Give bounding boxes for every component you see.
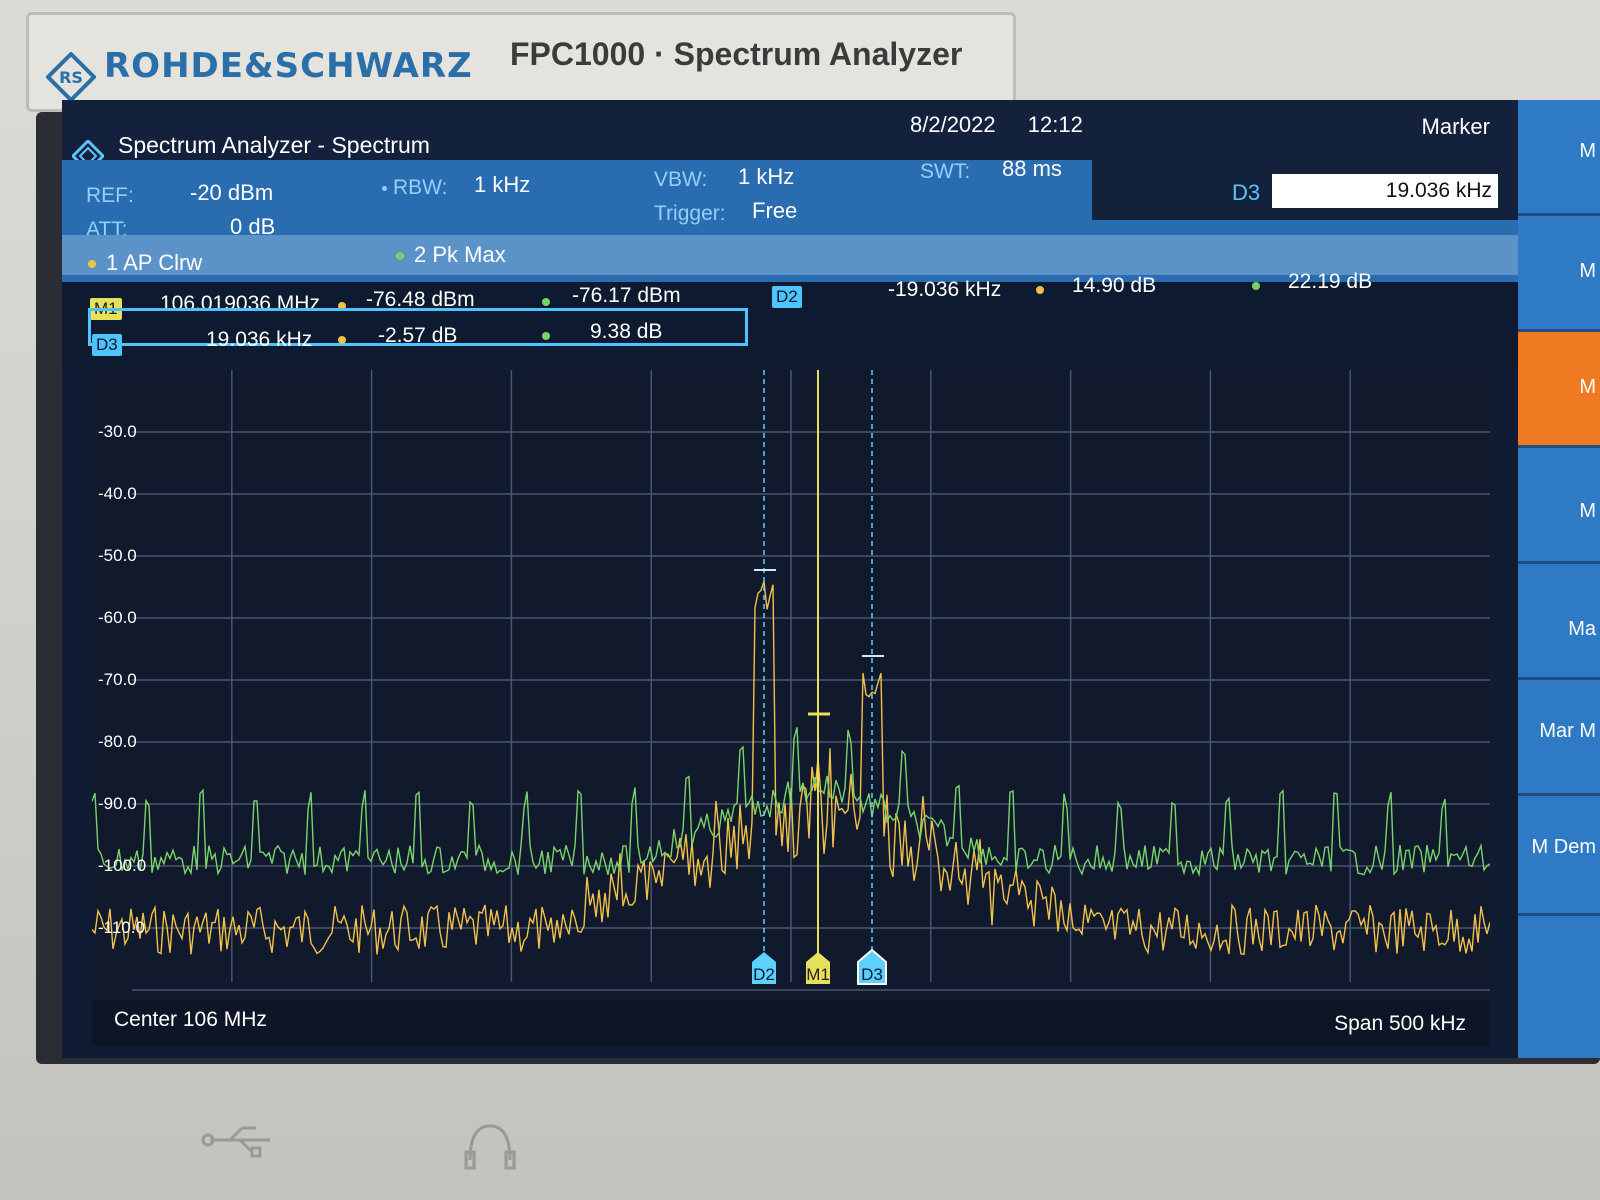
d3-input-label: D3 xyxy=(1232,180,1261,205)
m1-trace1-value: -76.48 dBm xyxy=(366,288,475,311)
m1-trace2-value: -76.17 dBm xyxy=(572,284,681,307)
trace-2-line xyxy=(91,727,1491,877)
y-tick-label: -60.0 xyxy=(98,608,137,627)
trace-1-line xyxy=(91,581,1491,956)
m1-trace2-dot-icon xyxy=(542,298,550,306)
y-tick-label: -30.0 xyxy=(98,422,137,441)
marker-lines xyxy=(754,370,884,982)
softkey-2[interactable]: M xyxy=(1518,216,1600,332)
y-tick-label: -70.0 xyxy=(98,670,137,689)
trace-1-ap-clrw xyxy=(91,581,1491,956)
d3-row-highlight[interactable] xyxy=(88,308,748,346)
svg-text:RS: RS xyxy=(59,68,83,87)
rbw-label: RBW: xyxy=(382,176,447,200)
center-frequency[interactable]: Center 106 MHz xyxy=(114,1008,267,1031)
vbw-label: VBW: xyxy=(654,168,708,191)
plot-footer: Center 106 MHz Span 500 kHz xyxy=(92,1000,1490,1046)
att-value[interactable]: 0 dB xyxy=(230,214,276,239)
y-tick-label: -80.0 xyxy=(98,732,137,751)
marker-flag-m1-label: M1 xyxy=(806,965,830,984)
headphones-icon xyxy=(464,1124,516,1170)
brand-bar xyxy=(26,12,1016,112)
d3-trace2-dot-icon xyxy=(542,332,550,340)
d3-trace1-value: -2.57 dB xyxy=(378,324,458,347)
marker-tag-d2[interactable]: D2 xyxy=(772,286,802,308)
swt-value[interactable]: 88 ms xyxy=(1002,156,1062,181)
rs-logo-icon: RS xyxy=(46,52,96,102)
softkey-4[interactable]: M xyxy=(1518,448,1600,564)
plot-grid xyxy=(132,370,1490,991)
m1-trace1-dot-icon xyxy=(338,302,346,310)
brand-name: ROHDE&SCHWARZ xyxy=(104,46,473,86)
y-tick-label: -50.0 xyxy=(98,546,137,565)
bottom-ports xyxy=(201,1124,516,1170)
span[interactable]: Span 500 kHz xyxy=(1334,1012,1466,1035)
d3-frequency: 19.036 kHz xyxy=(206,328,313,351)
datetime: 8/2/2022 12:12 xyxy=(910,112,1109,138)
time: 12:12 xyxy=(1027,112,1083,137)
marker-flag-d3-label: D3 xyxy=(861,965,883,984)
rbw-value[interactable]: 1 kHz xyxy=(474,172,531,197)
softkey-3[interactable]: M xyxy=(1518,332,1600,448)
softkey-6[interactable]: Mar M xyxy=(1518,680,1600,796)
usb-icon xyxy=(201,1126,270,1158)
d2-trace1-value: 14.90 dB xyxy=(1072,274,1157,297)
trace-1-label[interactable]: 1 AP Clrw xyxy=(88,250,202,276)
marker-tag-d3[interactable]: D3 xyxy=(92,334,122,356)
d2-frequency: -19.036 kHz xyxy=(888,278,1002,301)
vbw-value[interactable]: 1 kHz xyxy=(738,164,795,189)
brand-model: FPC1000 · Spectrum Analyzer xyxy=(510,36,963,72)
screen: Spectrum Analyzer - Spectrum 8/2/2022 12… xyxy=(62,100,1600,1058)
ref-value[interactable]: -20 dBm xyxy=(190,180,274,205)
trace-legend-row xyxy=(62,235,1518,275)
d3-trace2-value: 9.38 dB xyxy=(590,320,663,343)
d2-trace2-dot-icon xyxy=(1252,282,1260,290)
d3-frequency-input[interactable] xyxy=(1272,174,1498,208)
date: 8/2/2022 xyxy=(910,112,996,137)
trace-1-dot-icon xyxy=(88,260,96,269)
swt-label: SWT: xyxy=(920,160,971,183)
marker-panel-title: Marker xyxy=(1421,114,1490,139)
y-tick-label: -100.0 xyxy=(98,856,147,875)
trigger-label: Trigger: xyxy=(654,202,726,225)
marker-flag-d2-label: D2 xyxy=(753,965,775,984)
marker-flag-m1[interactable]: M1 xyxy=(806,952,830,984)
d2-trace2-value: 22.19 dB xyxy=(1288,270,1373,293)
d2-trace1-dot-icon xyxy=(1036,286,1044,294)
d3-trace1-dot-icon xyxy=(338,336,346,344)
y-tick-label: -40.0 xyxy=(98,484,137,503)
trace-2-pk-max xyxy=(91,727,1491,877)
softkey-1[interactable]: M xyxy=(1518,100,1600,216)
marker-flag-d2[interactable]: D2 xyxy=(752,952,776,984)
softkey-panel: M M M M Ma Mar M M Dem xyxy=(1518,100,1600,1058)
softkey-5[interactable]: Ma xyxy=(1518,564,1600,680)
softkey-7[interactable]: M Dem xyxy=(1518,796,1600,916)
y-tick-label: -110.0 xyxy=(98,918,145,937)
trace-2-dot-icon xyxy=(396,252,404,261)
rbw-dot-icon xyxy=(382,185,387,191)
app-title: Spectrum Analyzer - Spectrum xyxy=(118,132,430,158)
y-tick-label: -90.0 xyxy=(98,794,137,813)
trigger-value[interactable]: Free xyxy=(752,198,798,223)
ref-label: REF: xyxy=(86,184,134,207)
trace-2-label[interactable]: 2 Pk Max xyxy=(396,242,506,268)
spectrum-plot-svg[interactable]: D2 M1 D3 xyxy=(91,370,1491,1000)
spectrum-plot[interactable]: D2 M1 D3 -30.0 -40.0 -50.0 -60.0 -70.0 -… xyxy=(91,370,1491,1000)
marker-flag-d3[interactable]: D3 xyxy=(857,948,887,985)
title-bar xyxy=(62,100,1092,160)
